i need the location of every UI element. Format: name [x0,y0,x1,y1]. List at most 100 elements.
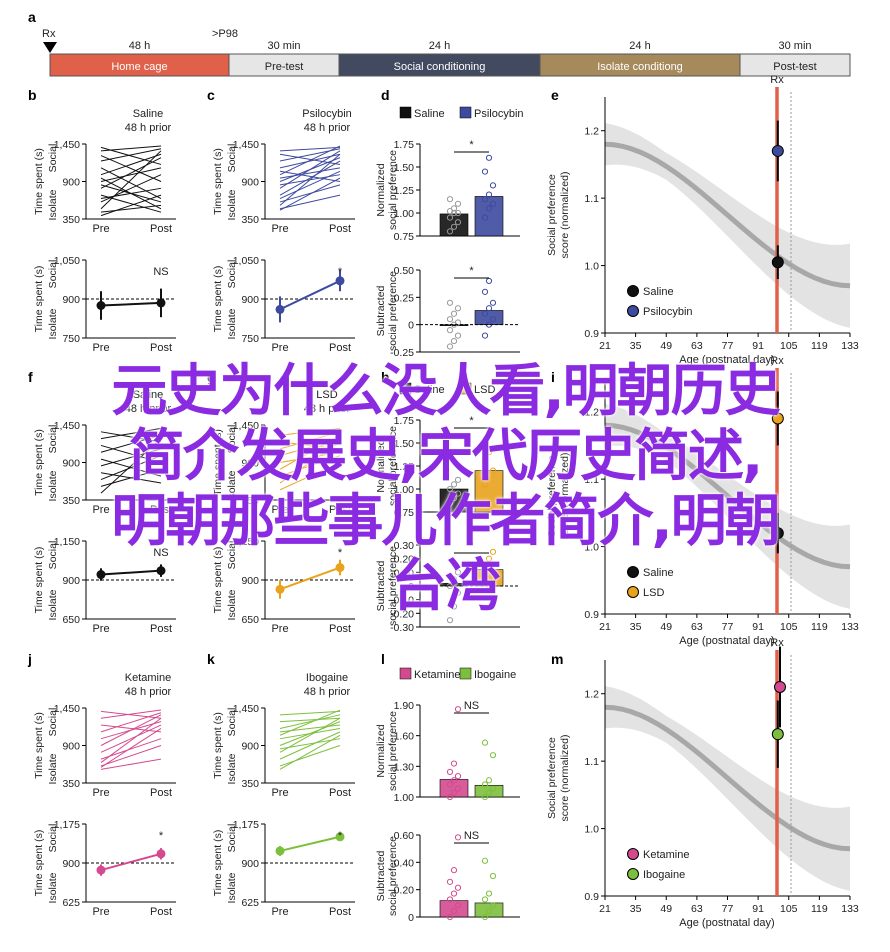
subject-line [279,451,341,463]
subject-line [100,434,162,453]
panel-l: 1.90 1.60 1.30 1.00 Normalized social prefere… [375,667,520,804]
panel-title: Psilocybin [302,108,352,120]
fit-curve [604,422,851,570]
data-point [485,576,493,583]
data-point [485,777,493,784]
data-point [450,310,458,317]
rx-label: Rx [770,74,784,86]
legend-marker [627,586,639,598]
y-tick-label: 350 [241,778,259,790]
x-tick-label: 77 [722,340,734,352]
mean-point [156,849,166,859]
data-point [489,872,497,880]
subject-line [100,468,162,487]
y-tick-label: 1,150 [233,536,259,548]
panel-title: Ibogaine [306,672,348,684]
panel-subtitle: 48 h prior [304,122,351,134]
subject-line [100,157,162,189]
panel-letter-h: h [381,369,390,385]
tick-label-pre: Pre [271,342,288,354]
data-point [450,205,458,212]
isolate-label: Isolate [226,470,238,501]
y-axis-label: Time spent (s) [33,148,45,215]
x-tick-label: 105 [780,903,798,915]
isolate-label: Isolate [226,189,238,220]
panel-b2: Pre Post 1,050 900 750 Time spent (s) Social Is… [33,255,176,354]
y-axis-label: Time spent (s) [212,712,224,779]
tick-label-pre: Pre [92,504,109,516]
data-point [446,214,454,221]
panel-j: Ketamine 48 h prior Pre Post 1,450 900 350 Time… [33,672,176,799]
data-point [489,316,497,323]
y-tick-label: 1,450 [54,420,80,432]
bar [439,213,469,237]
y-tick-label: 0.75 [394,507,415,519]
y-tick-label: 1.75 [394,415,415,427]
panel-title: Ketamine [125,672,171,684]
y-tick-label: 1,150 [54,536,80,548]
y-tick-label: 1.2 [584,126,599,138]
timeline-duration-1: 30 min [267,40,300,52]
isolate-label: Isolate [47,872,59,903]
timeline-duration-0: 48 h [129,40,150,52]
mean-line [100,852,162,872]
data-point [446,299,454,306]
y-tick-label: 0.30 [394,540,415,552]
mean-line [100,569,162,576]
y-tick-label: 1.25 [394,461,415,473]
data-point [481,781,489,788]
timeline-phase-label-1: Pre-test [265,61,304,73]
isolate-label: Isolate [47,308,59,339]
significance-label: * [338,547,343,559]
x-axis-label: Age (postnatal day) [679,635,774,647]
bar [474,569,504,587]
subject-line [100,758,162,770]
bar [439,324,469,326]
mean-point [335,276,345,286]
data-point [446,343,454,350]
y-tick-label: 0.75 [394,231,415,243]
subject-line [100,709,162,719]
y-tick-label: 1.60 [394,731,415,743]
legend-label: Psilocybin [643,306,693,318]
x-tick-label: 49 [660,903,672,915]
data-point [446,793,454,801]
y-axis-label: Time spent (s) [33,712,45,779]
mean-line [279,835,341,852]
y-tick-label: 1.0 [584,542,599,554]
y-tick-label: 1.25 [394,185,415,197]
legend-swatch [459,106,472,119]
fit-curve [604,704,851,852]
y-tick-label: 1.0 [584,261,599,273]
panel-l2: 0.60 0.40 0.20 0 Subtracted social preference… [375,830,520,924]
panel-letter-m: m [551,651,563,667]
panel-title: LSD [316,389,337,401]
data-point [446,781,454,788]
x-tick-label: 119 [811,621,828,633]
significance-label: * [159,830,164,842]
subject-line [279,170,341,182]
y-axis-label: Subtracted [375,560,387,611]
subject-line [100,204,162,213]
data-point [454,305,462,312]
y-tick-label: 1,050 [233,255,259,267]
data-point [489,752,497,759]
data-point [481,310,489,317]
x-tick-label: 63 [691,340,703,352]
x-tick-label: 35 [630,621,642,633]
y-tick-label: 1,450 [54,703,80,715]
data-point [481,481,489,488]
data-point [485,154,493,161]
mean-point [96,570,106,580]
y-axis-label: Subtracted [375,850,387,901]
tick-label-post: Post [150,342,172,354]
x-tick-label: 133 [841,903,859,915]
panel-subtitle: 48 h prior [125,403,172,415]
timeline-phase-4 [739,53,851,77]
y-axis-label: score (normalized) [559,735,571,822]
y-tick-label: 0.10 [394,567,415,579]
data-point [481,214,489,221]
data-point [450,223,458,230]
significance-label: NS [464,830,479,842]
x-tick-label: 49 [660,621,672,633]
